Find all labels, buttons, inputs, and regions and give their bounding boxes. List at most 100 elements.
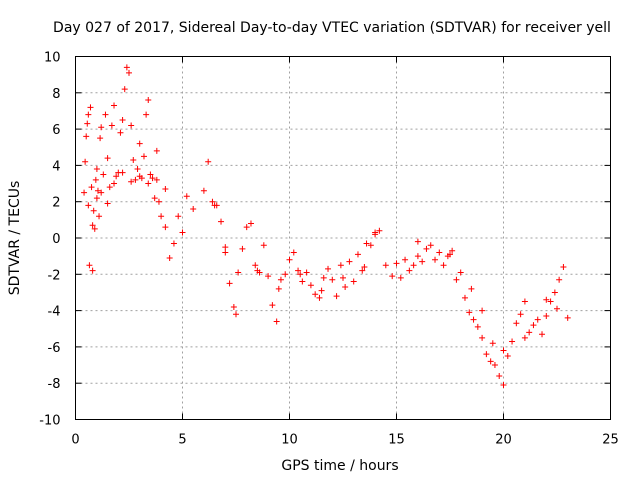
data-point xyxy=(402,256,409,263)
data-point xyxy=(93,166,100,173)
data-point xyxy=(166,254,173,261)
data-point xyxy=(320,274,327,281)
data-point xyxy=(170,240,177,247)
data-point xyxy=(104,200,111,207)
data-point xyxy=(504,352,511,359)
data-points xyxy=(81,64,571,389)
data-point xyxy=(149,175,156,182)
data-point xyxy=(389,273,396,280)
data-point xyxy=(517,311,524,318)
y-tick-label: 10 xyxy=(44,51,61,66)
data-point xyxy=(100,171,107,178)
data-point xyxy=(489,340,496,347)
data-point xyxy=(547,298,554,305)
data-point xyxy=(111,180,118,187)
data-point xyxy=(496,372,503,379)
data-point xyxy=(175,213,182,220)
data-point xyxy=(414,253,421,260)
data-point xyxy=(151,195,158,202)
y-tick-label: -6 xyxy=(48,341,61,356)
data-point xyxy=(179,229,186,236)
data-point xyxy=(183,193,190,200)
data-point xyxy=(466,309,473,316)
data-point xyxy=(487,358,494,365)
y-tick-label: -2 xyxy=(48,268,61,283)
data-point xyxy=(91,225,98,232)
data-point xyxy=(457,269,464,276)
data-point xyxy=(243,224,250,231)
data-point xyxy=(350,278,357,285)
data-point xyxy=(382,262,389,269)
data-point xyxy=(136,140,143,147)
data-point xyxy=(436,249,443,256)
data-point xyxy=(153,176,160,183)
data-point xyxy=(275,285,282,292)
data-point xyxy=(158,213,165,220)
x-tick-label: 5 xyxy=(178,433,186,448)
data-point xyxy=(449,247,456,254)
data-point xyxy=(340,274,346,281)
data-point xyxy=(108,122,115,129)
data-point xyxy=(447,251,453,258)
x-tick-label: 10 xyxy=(281,433,298,448)
data-point xyxy=(123,64,130,71)
data-point xyxy=(147,171,154,178)
data-point xyxy=(140,153,147,160)
data-point xyxy=(554,305,560,312)
data-point xyxy=(155,198,162,205)
data-point xyxy=(509,338,516,345)
data-point xyxy=(539,331,546,338)
data-point xyxy=(414,238,421,245)
data-point xyxy=(86,262,93,269)
grid-layer xyxy=(75,56,611,420)
data-point xyxy=(222,249,229,256)
data-point xyxy=(277,276,284,283)
data-point xyxy=(312,291,319,298)
data-point xyxy=(126,69,132,76)
data-point xyxy=(106,184,113,191)
data-point xyxy=(226,280,233,287)
data-point xyxy=(82,158,89,165)
y-tick-label: 2 xyxy=(52,196,60,211)
data-point xyxy=(200,187,207,194)
data-point xyxy=(145,97,152,104)
data-point xyxy=(145,180,152,187)
data-point xyxy=(354,251,361,258)
data-point xyxy=(90,207,97,214)
data-point xyxy=(134,166,141,173)
data-point xyxy=(513,320,520,327)
y-tick-label: -8 xyxy=(48,377,61,392)
data-point xyxy=(500,382,507,389)
data-point xyxy=(318,287,325,294)
data-point xyxy=(479,334,486,341)
data-point xyxy=(153,147,160,154)
data-point xyxy=(325,265,332,272)
data-point xyxy=(130,156,137,163)
data-point xyxy=(551,289,558,296)
data-point xyxy=(83,133,90,140)
data-point xyxy=(230,303,237,310)
data-point xyxy=(372,229,379,236)
data-point xyxy=(530,322,537,329)
data-point xyxy=(543,296,550,303)
data-point xyxy=(295,267,302,274)
y-tick-label: 4 xyxy=(52,159,60,174)
data-point xyxy=(468,285,475,292)
data-point xyxy=(89,267,96,274)
data-point xyxy=(209,198,216,205)
data-point xyxy=(303,269,310,276)
data-point xyxy=(102,111,109,118)
data-point xyxy=(474,323,481,330)
x-tick-label: 25 xyxy=(602,433,619,448)
data-point xyxy=(143,111,150,118)
data-point xyxy=(92,176,99,183)
data-point xyxy=(337,262,344,269)
data-point xyxy=(85,202,92,209)
y-axis-title: SDTVAR / TECUs xyxy=(7,181,23,296)
data-point xyxy=(98,189,105,196)
data-point xyxy=(205,158,212,165)
data-point xyxy=(87,104,94,111)
data-point xyxy=(453,276,460,283)
data-point xyxy=(136,173,143,180)
